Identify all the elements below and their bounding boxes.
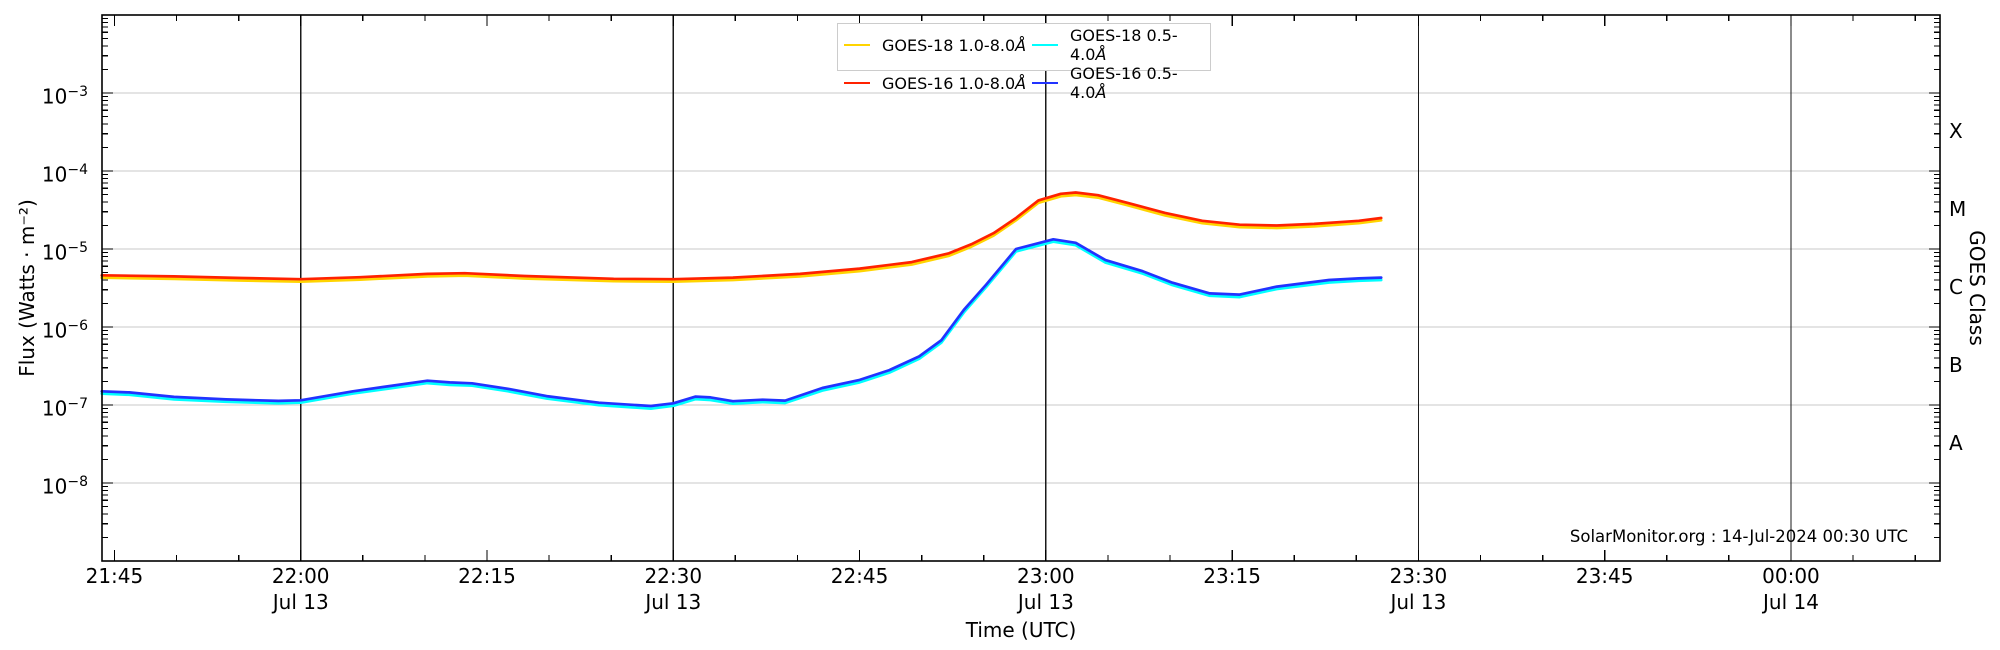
x-tick-label: 22:00	[271, 564, 330, 588]
y-tick-label: 10−5	[41, 240, 88, 265]
legend-entry: GOES-16 1.0-8.0Å	[844, 74, 1032, 93]
x-tick-label: 23:15	[1203, 564, 1261, 588]
goes-class-letter-a: A	[1949, 431, 1963, 456]
legend-label: GOES-18 1.0-8.0Å	[882, 35, 1027, 55]
plot-frame	[101, 14, 1941, 562]
y-tick-label: 10−4	[41, 162, 88, 187]
x-tick-label: 23:00	[1017, 564, 1075, 588]
x-tick-date-label: Jul 13	[1390, 590, 1447, 614]
right-axis-label: GOES Class	[1965, 230, 1989, 346]
legend-entry: GOES-18 1.0-8.0Å	[844, 36, 1032, 55]
series-goes-18-1-0-8-0-	[100, 193, 1383, 284]
x-tick-label: 21:45	[85, 564, 144, 588]
legend-swatch	[844, 82, 870, 84]
legend-swatch	[1032, 44, 1058, 46]
x-tick-label: 22:15	[458, 564, 516, 588]
legend-entry: GOES-16 0.5-4.0Å	[1032, 64, 1204, 102]
legend-box: GOES-18 1.0-8.0Å GOES-16 1.0-8.0Å GOES-18 …	[837, 23, 1211, 102]
x-tick-date-label: Jul 14	[1763, 590, 1819, 614]
x-tick-label: 22:30	[644, 564, 703, 588]
y-tick-label: 10−8	[41, 474, 88, 499]
x-tick-label: 22:45	[830, 564, 889, 588]
watermark-text: SolarMonitor.org : 14-Jul-2024 00:30 UTC	[1569, 527, 1908, 546]
series-goes-18-0-5-4-0-	[100, 240, 1383, 410]
legend-entry: GOES-18 0.5-4.0Å	[1032, 26, 1204, 64]
series-goes-16-1-0-8-0-	[100, 191, 1383, 281]
goes-class-letter-x: X	[1949, 119, 1963, 144]
x-tick-date-label: Jul 13	[272, 590, 329, 614]
legend-label: GOES-16 0.5-4.0Å	[1070, 64, 1178, 102]
y-tick-label: 10−3	[41, 84, 88, 109]
legend-swatch	[844, 44, 870, 46]
y-tick-label: 10−6	[41, 318, 88, 343]
x-tick-date-label: Jul 13	[1017, 590, 1074, 614]
goes-class-letter-c: C	[1949, 275, 1963, 300]
x-tick-label: 23:30	[1389, 564, 1448, 588]
y-tick-label: 10−7	[41, 396, 88, 421]
goes-class-letter-b: B	[1949, 353, 1963, 378]
legend-label: GOES-16 1.0-8.0Å	[882, 73, 1027, 93]
x-axis-label: Time (UTC)	[965, 618, 1077, 642]
goes-class-letter-m: M	[1949, 197, 1967, 222]
x-tick-label: 00:00	[1762, 564, 1820, 588]
legend-swatch	[1032, 82, 1058, 84]
x-tick-label: 23:45	[1575, 564, 1634, 588]
series-goes-16-0-5-4-0-	[100, 237, 1383, 408]
x-tick-date-label: Jul 13	[645, 590, 702, 614]
legend-label: GOES-18 0.5-4.0Å	[1070, 26, 1178, 64]
